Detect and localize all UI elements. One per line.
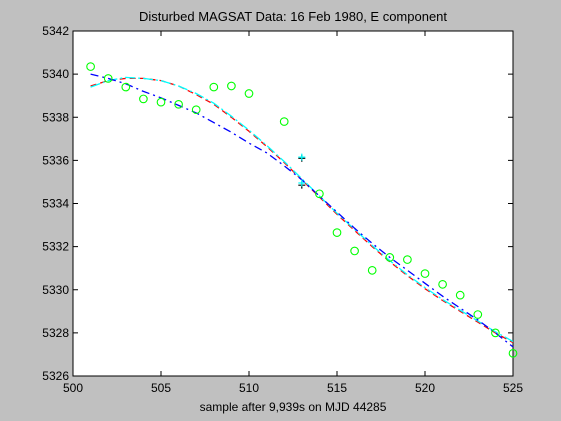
axes-ticks: 500 505 510 515 520 525 5326 5328 5330 5332 5334 53… [42, 24, 523, 395]
data-point [455, 290, 465, 300]
data-point [438, 280, 447, 289]
series-line-cyan-dashdot [90, 76, 514, 343]
y-tick-label: 5326 [42, 369, 69, 383]
y-tick-label: 5342 [42, 24, 69, 38]
plus-markers [298, 153, 306, 189]
data-point [315, 189, 324, 199]
x-tick-label: 520 [415, 381, 435, 395]
data-point [491, 328, 500, 338]
data-point [156, 97, 166, 107]
x-tick-label: 510 [239, 381, 259, 395]
data-point [174, 99, 183, 109]
data-point [209, 82, 219, 92]
data-points [86, 62, 518, 358]
y-tick-label: 5328 [42, 326, 69, 340]
data-point [244, 89, 254, 98]
chart-title: Disturbed MAGSAT Data: 16 Feb 1980, E co… [139, 9, 447, 24]
x-tick-label: 525 [503, 381, 523, 395]
x-axis-label: sample after 9,939s on MJD 44285 [200, 400, 387, 414]
y-tick-label: 5334 [42, 197, 69, 211]
data-point [350, 246, 359, 256]
data-point [367, 265, 377, 275]
plot-area [72, 30, 514, 377]
data-point [420, 269, 430, 278]
data-point [385, 253, 395, 262]
data-point [139, 94, 148, 104]
data-point [332, 228, 342, 237]
y-tick-label: 5336 [42, 153, 69, 167]
plus-marker [298, 179, 306, 187]
data-point [473, 310, 483, 319]
data-point [121, 82, 131, 92]
plus-marker [298, 153, 306, 161]
data-point [227, 81, 236, 91]
data-point [279, 117, 289, 126]
x-tick-label: 515 [327, 381, 347, 395]
data-point [103, 74, 113, 83]
x-tick-label: 500 [63, 381, 83, 395]
data-point [191, 105, 201, 115]
data-point [403, 255, 412, 264]
data-point [508, 349, 518, 358]
y-tick-label: 5330 [42, 283, 69, 297]
y-tick-label: 5338 [42, 110, 69, 124]
data-point [86, 62, 95, 71]
y-tick-label: 5332 [42, 240, 69, 254]
y-tick-label: 5340 [42, 67, 69, 81]
x-tick-label: 505 [151, 381, 171, 395]
